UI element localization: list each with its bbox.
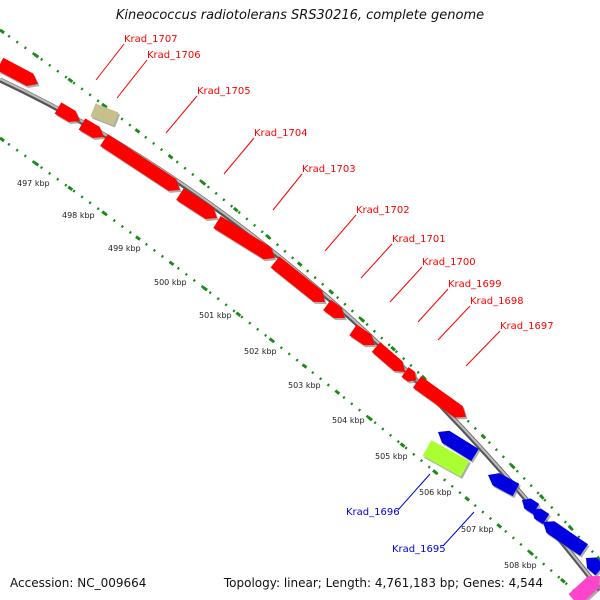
forward-gene-feature [412, 376, 466, 418]
gene-label-krad_1703[interactable]: Krad_1703 [302, 164, 356, 175]
scale-label: 504 kbp [332, 416, 365, 425]
forward-gene-feature [349, 324, 375, 346]
callout-line [465, 330, 501, 367]
map-title: Kineococcus radiotolerans SRS30216, comp… [115, 8, 485, 23]
reverse-gene-feature [532, 508, 550, 525]
scale-label: 497 kbp [17, 179, 50, 188]
callout-line [417, 288, 449, 323]
gene-label-krad_1701[interactable]: Krad_1701 [392, 234, 446, 245]
forward-gene-feature [0, 57, 38, 87]
backbone-shadow [0, 77, 600, 592]
scale-label: 500 kbp [154, 278, 187, 287]
gene-label-krad_1700[interactable]: Krad_1700 [422, 257, 476, 268]
scale-label: 503 kbp [288, 381, 321, 390]
gene-label-krad_1702[interactable]: Krad_1702 [356, 205, 410, 216]
gene-label-krad_1705[interactable]: Krad_1705 [197, 86, 251, 97]
forward-gene-feature [78, 118, 104, 139]
tan-gene-feature [90, 103, 119, 126]
callout-line [223, 137, 255, 175]
callout-line [397, 473, 431, 511]
callout-line [272, 173, 303, 211]
gene-label-krad_1707[interactable]: Krad_1707 [124, 34, 178, 45]
reverse-gene-feature [586, 557, 600, 576]
scale-label: 506 kbp [419, 488, 452, 497]
callout-line [116, 59, 148, 99]
dotted-ring [0, 28, 600, 561]
forward-gene-feature [100, 134, 180, 191]
highlight-gene-feature [422, 440, 470, 477]
gene-label-krad_1704[interactable]: Krad_1704 [254, 128, 308, 139]
dotted-rings [0, 28, 600, 600]
scale-label: 505 kbp [375, 452, 408, 461]
callout-line [165, 95, 198, 134]
gene-label-krad_1698[interactable]: Krad_1698 [470, 296, 524, 307]
forward-gene-feature [323, 299, 345, 319]
forward-gene-feature [270, 256, 325, 302]
reverse-gene-feature [543, 521, 588, 556]
scale-label: 507 kbp [461, 525, 494, 534]
scale-label: 502 kbp [244, 347, 277, 356]
magenta-gene-feature [568, 576, 600, 600]
callout-line [324, 214, 357, 252]
callout-line [442, 511, 475, 547]
forward-gene-feature [176, 188, 217, 219]
gene-label-krad_1696[interactable]: Krad_1696 [346, 507, 400, 518]
reverse-gene-feature [488, 473, 520, 497]
gene-labels: Krad_1707 Krad_1706 Krad_1705 Krad_1704 Krad… [95, 34, 554, 555]
callout-line [95, 43, 125, 81]
gene-label-krad_1699[interactable]: Krad_1699 [448, 279, 502, 290]
forward-gene-feature [54, 102, 80, 123]
forward-gene-feature [213, 216, 275, 260]
dotted-ring [0, 136, 586, 600]
scale-label: 501 kbp [199, 311, 232, 320]
scale-label: 498 kbp [62, 211, 95, 220]
genome-summary: Topology: linear; Length: 4,761,183 bp; … [223, 576, 543, 590]
dotted-ring-ticks [0, 136, 586, 600]
forward-gene-feature [401, 367, 416, 382]
scale-labels: 497 kbp 498 kbp 499 kbp 500 kbp 501 kbp 502 k… [17, 179, 537, 570]
gene-label-krad_1706[interactable]: Krad_1706 [147, 50, 201, 61]
gene-label-krad_1697[interactable]: Krad_1697 [500, 321, 554, 332]
accession-label: Accession: NC_009664 [10, 576, 147, 590]
backbone-line [0, 78, 600, 590]
forward-gene-feature [371, 342, 405, 372]
callout-line [360, 243, 393, 279]
scale-label: 508 kbp [504, 561, 537, 570]
genome-backbone [0, 77, 600, 592]
reverse-gene-feature [438, 430, 479, 461]
scale-label: 499 kbp [108, 244, 141, 253]
callout-line [437, 305, 471, 341]
gene-label-krad_1695[interactable]: Krad_1695 [392, 544, 446, 555]
callout-line [389, 266, 423, 303]
gene-features [0, 57, 600, 600]
